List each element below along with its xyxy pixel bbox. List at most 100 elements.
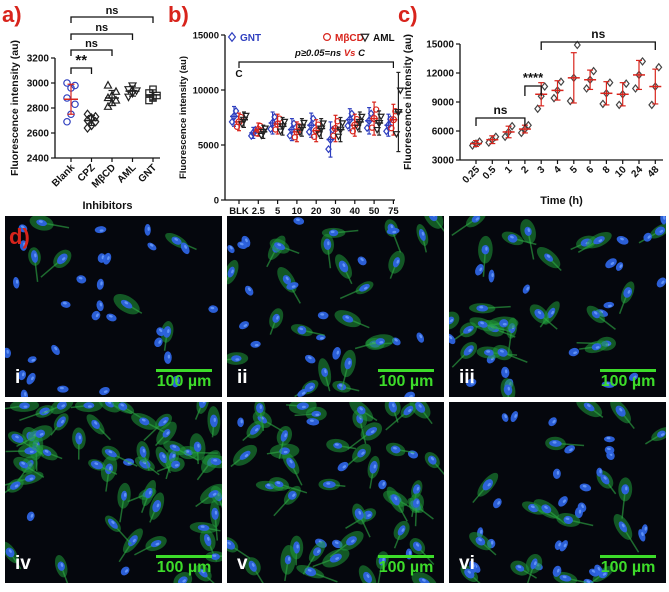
data-point	[71, 81, 79, 90]
nucleus-highlight	[334, 443, 339, 446]
nucleus-highlight	[296, 544, 299, 549]
cell	[286, 282, 299, 290]
data-point	[599, 99, 607, 109]
nucleus-highlight	[251, 563, 255, 567]
series-AML	[238, 71, 405, 153]
nucleus-highlight	[562, 499, 566, 503]
scale-bar: 100 µm	[378, 555, 434, 577]
data-point	[251, 125, 259, 135]
cell	[603, 301, 615, 309]
cell	[99, 386, 110, 396]
micrograph-label: i	[15, 367, 21, 388]
nucleus-highlight	[62, 257, 66, 261]
cell	[208, 305, 219, 313]
data-point	[353, 124, 362, 132]
cell	[548, 417, 557, 427]
cell	[36, 445, 63, 461]
x-tick-label: 5	[568, 164, 580, 176]
significance-label: ns	[95, 22, 108, 34]
timepoint-24	[631, 56, 647, 93]
micrograph-label: v	[237, 553, 248, 574]
nucleus-highlight	[409, 395, 413, 397]
micrograph-label: ii	[237, 367, 248, 388]
data-point	[296, 129, 304, 137]
nucleus-highlight	[285, 276, 289, 281]
cell	[227, 536, 251, 559]
nucleus-highlight	[534, 561, 537, 566]
cell	[407, 450, 419, 459]
nucleus-highlight	[351, 539, 355, 543]
nucleus-highlight	[587, 404, 591, 408]
y-axis-title: Fluorescence intensity (au)	[178, 56, 189, 179]
cell	[510, 560, 537, 579]
nucleus-highlight	[526, 286, 530, 291]
cell	[88, 459, 118, 475]
nucleus-highlight	[641, 532, 644, 537]
data-point	[346, 114, 354, 125]
nucleus-highlight	[201, 570, 205, 574]
cell	[643, 232, 652, 242]
nucleus-highlight	[235, 358, 240, 361]
cell	[19, 405, 54, 421]
series-Blank	[63, 79, 79, 126]
nucleus-highlight	[31, 358, 36, 362]
data-point	[300, 119, 308, 127]
x-tick-label: 3	[536, 164, 548, 176]
nucleus-highlight	[401, 528, 405, 532]
cell	[244, 285, 254, 296]
cell	[5, 478, 24, 501]
nucleus-highlight	[544, 505, 548, 509]
cell	[54, 555, 70, 583]
error-bar	[551, 80, 564, 101]
nucleus-highlight	[517, 565, 522, 569]
cell	[209, 500, 221, 541]
nucleus-highlight	[415, 543, 420, 547]
cell	[147, 242, 157, 251]
y-tick-label: 9000	[432, 98, 455, 109]
nucleus-highlight	[287, 556, 291, 561]
cell	[501, 413, 509, 422]
cell	[423, 216, 444, 239]
data-point	[305, 127, 313, 137]
cell	[466, 378, 477, 387]
cell	[163, 440, 199, 461]
nucleus-highlight	[342, 465, 347, 469]
cell	[19, 240, 28, 251]
micrograph-ii: ii 100 µm	[227, 216, 444, 397]
nucleus-highlight	[382, 481, 386, 486]
x-tick-label: 48	[646, 164, 662, 180]
nucleus-highlight	[408, 550, 412, 555]
data-point	[267, 124, 274, 134]
nucleus-highlight	[244, 453, 249, 458]
cell	[244, 557, 267, 583]
data-point	[312, 127, 320, 135]
cell	[106, 313, 117, 322]
micrograph-vi: vi 100 µm	[449, 402, 666, 583]
panel-b-chart: 0 5000 10000 15000 BLK 2.5 5 10 20 30 40 50 75 Fluore…	[178, 31, 405, 216]
nucleus-highlight	[396, 259, 400, 264]
error-bar	[470, 140, 482, 148]
data-point	[389, 116, 397, 124]
nucleus-highlight	[149, 243, 154, 247]
cell	[335, 254, 353, 285]
cell	[529, 304, 558, 330]
nucleus-highlight	[392, 403, 395, 408]
cell-process	[278, 483, 308, 494]
nucleus-highlight	[78, 435, 82, 440]
nucleus-highlight	[345, 316, 350, 319]
legend-marker	[323, 32, 332, 41]
cell	[586, 305, 616, 330]
bracket-line	[70, 67, 93, 74]
cell	[28, 247, 41, 282]
cell	[280, 544, 296, 582]
timepoint-5	[566, 40, 581, 106]
nucleus-highlight	[416, 486, 420, 491]
legend-item: MβCD	[323, 32, 364, 44]
data-point	[372, 106, 380, 113]
cell	[312, 548, 350, 568]
nucleus-highlight	[621, 523, 625, 528]
y-tick-label: 0	[214, 196, 219, 207]
significance-text: p≥0.05=ns Vs C	[294, 48, 365, 59]
nucleus-highlight	[366, 574, 370, 578]
scale-bar: 100 µm	[378, 369, 434, 391]
